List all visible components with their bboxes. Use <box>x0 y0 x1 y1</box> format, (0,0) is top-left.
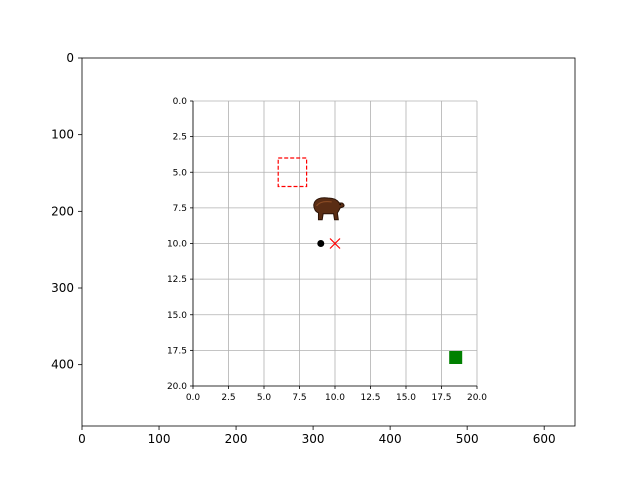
outer-y-tick-label: 0 <box>66 51 74 65</box>
bear-icon <box>313 197 345 221</box>
inner-x-tick-label: 12.5 <box>360 393 380 403</box>
outer-x-tick-label: 100 <box>148 432 171 446</box>
green-square <box>449 351 463 364</box>
inner-y-tick-label: 5.0 <box>173 168 188 178</box>
inner-x-tick-label: 7.5 <box>292 393 306 403</box>
inner-y-tick-label: 12.5 <box>167 275 187 285</box>
inner-y-tick-label: 17.5 <box>167 346 187 356</box>
inner-y-tick-label: 20.0 <box>167 382 187 392</box>
outer-axes-frame <box>81 57 576 427</box>
outer-x-tick-label: 600 <box>533 432 556 446</box>
bear-fur-highlight <box>316 201 332 207</box>
inner-x-tick-label: 5.0 <box>257 393 272 403</box>
inner-y-tick-label: 10.0 <box>167 240 187 250</box>
outer-y-tick-label: 200 <box>51 204 74 218</box>
inner-x-tick-label: 2.5 <box>221 393 235 403</box>
inner-y-tick-label: 7.5 <box>173 204 187 214</box>
dashed-rectangle <box>277 157 308 188</box>
outer-x-tick-label: 0 <box>78 432 86 446</box>
outer-y-tick-label: 400 <box>51 358 74 372</box>
bear-body <box>313 197 345 221</box>
inner-x-tick-label: 10.0 <box>325 393 345 403</box>
inner-x-tick-label: 20.0 <box>467 393 487 403</box>
inner-x-tick-label: 15.0 <box>396 393 416 403</box>
outer-x-tick-label: 500 <box>456 432 479 446</box>
outer-x-tick-label: 400 <box>379 432 402 446</box>
inner-axes: 0.0 2.5 5.0 7.5 10.0 12.5 15.0 17.5 20.00.02.55.… <box>167 97 487 403</box>
inner-y-tick-label: 2.5 <box>173 133 187 143</box>
inner-x-tick-label: 0.0 <box>186 393 201 403</box>
outer-x-tick-label: 300 <box>302 432 325 446</box>
red-x-stroke-b <box>329 238 341 249</box>
outer-axes: 0 100 200 300 400 500 600 0 100 200 300 400 <box>51 51 576 446</box>
outer-y-tick-label: 300 <box>51 281 74 295</box>
outer-y-tick-label: 100 <box>51 128 74 142</box>
inner-x-tick-label: 17.5 <box>431 393 451 403</box>
black-dot <box>317 240 325 247</box>
red-x <box>329 238 341 249</box>
inner-y-tick-label: 15.0 <box>167 311 187 321</box>
inner-y-tick-label: 0.0 <box>173 97 188 107</box>
bear-eye <box>339 203 341 206</box>
outer-x-tick-label: 200 <box>225 432 248 446</box>
